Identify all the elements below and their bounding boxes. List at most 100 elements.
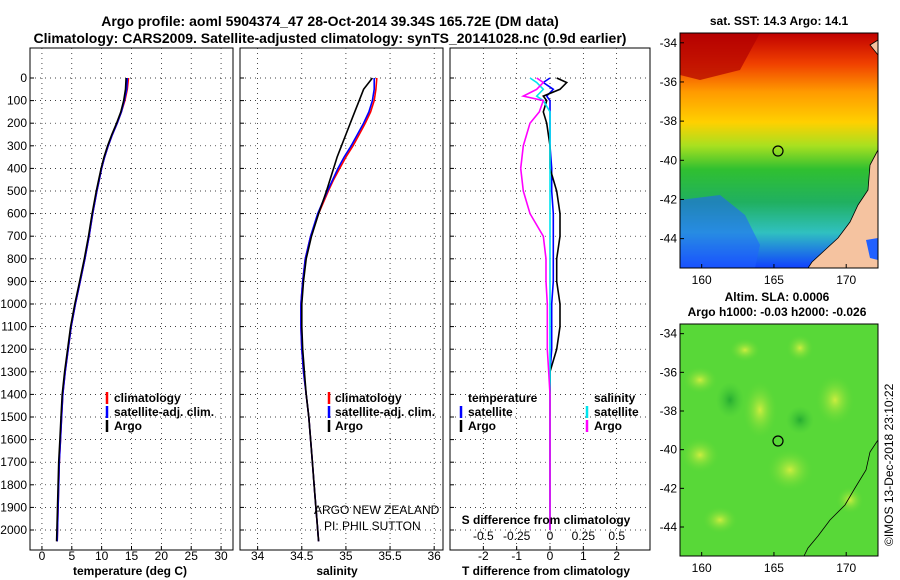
sla-argo-marker — [772, 435, 784, 447]
map-lon-label: 160 — [692, 273, 712, 287]
depth-tick-label: 900 — [7, 274, 27, 288]
sla-map-title1: Altim. SLA: 0.0006 — [725, 290, 830, 304]
x-tick-label: 0 — [547, 549, 554, 563]
x-tick-label: 25 — [185, 549, 199, 563]
depth-tick-label: 300 — [7, 139, 27, 153]
chart-title-line2: Climatology: CARS2009. Satellite-adjuste… — [33, 30, 627, 46]
map-lon-label: 170 — [836, 561, 856, 575]
s-diff-xlabel: S difference from climatology — [462, 513, 631, 527]
s-diff-tick-label: 0 — [547, 529, 554, 543]
map-lat-label: -44 — [660, 232, 678, 246]
legend-satellite-adj: satellite-adj. clim. — [114, 405, 214, 419]
x-tick-label: 2 — [613, 549, 620, 563]
depth-tick-label: 1100 — [1, 320, 27, 334]
sla-coastline — [803, 439, 879, 557]
legend-climatology: climatology — [114, 391, 181, 405]
map-lat-label: -34 — [660, 36, 678, 50]
legend-satellite-adj: satellite-adj. clim. — [335, 405, 435, 419]
x-tick-label: 34.5 — [290, 549, 314, 563]
depth-tick-label: 100 — [7, 94, 27, 108]
depth-tick-label: 1500 — [0, 410, 27, 424]
map-lat-label: -42 — [660, 192, 678, 206]
sst-warm-patch — [680, 33, 760, 80]
x-tick-label: 15 — [125, 549, 139, 563]
legend-salinity: salinity — [594, 391, 636, 405]
sla-blob — [682, 366, 718, 394]
map-lat-label: -36 — [660, 75, 678, 89]
sla-dark-blob — [716, 382, 744, 418]
sla-dark-blob — [786, 406, 814, 434]
map-lon-label: 165 — [764, 561, 784, 575]
s-diff-tick-label: -0.5 — [473, 529, 494, 543]
x-tick-label: 20 — [155, 549, 169, 563]
depth-tick-label: 800 — [7, 252, 27, 266]
x-tick-label: -1 — [511, 549, 522, 563]
depth-tick-label: 1600 — [0, 433, 27, 447]
depth-tick-label: 500 — [7, 184, 27, 198]
x-tick-label: 0 — [39, 549, 46, 563]
sla-blob — [702, 506, 738, 534]
depth-tick-label: 400 — [7, 161, 27, 175]
sla-blob — [815, 374, 855, 426]
temperature-xlabel: temperature (deg C) — [73, 564, 187, 578]
sla-blob — [729, 338, 761, 362]
salinity-panel — [239, 47, 444, 551]
legend-t-argo: Argo — [468, 419, 496, 433]
sla-map-frame — [679, 323, 879, 557]
x-tick-label: 30 — [214, 549, 228, 563]
map-lat-label: -44 — [660, 520, 678, 534]
s-diff-tick-label: 0.25 — [572, 529, 596, 543]
legend-argo: Argo — [114, 419, 142, 433]
x-tick-label: 36 — [427, 549, 441, 563]
x-tick-label: -2 — [478, 549, 489, 563]
map-lat-label: -38 — [660, 404, 678, 418]
salinity-xlabel: salinity — [316, 564, 358, 578]
sst-map — [679, 32, 879, 269]
x-tick-label: 35.5 — [378, 549, 402, 563]
legend-temperature: temperature — [468, 391, 538, 405]
depth-tick-label: 1000 — [0, 297, 27, 311]
depth-tick-label: 700 — [7, 229, 27, 243]
x-tick-label: 10 — [95, 549, 109, 563]
sla-blob — [680, 437, 720, 473]
depth-tick-label: 2000 — [0, 523, 27, 537]
s-diff-tick-label: -0.25 — [503, 529, 531, 543]
sla-blob — [766, 448, 814, 492]
imos-watermark: ©IMOS 13-Dec-2018 23:10:22 — [882, 383, 896, 546]
legend-t-satellite: satellite — [468, 405, 513, 419]
legend-s-argo: Argo — [594, 419, 622, 433]
depth-tick-label: 1900 — [0, 500, 27, 514]
series-argo — [55, 77, 127, 542]
sst-argo-marker — [772, 145, 784, 157]
depth-tick-label: 1800 — [0, 478, 27, 492]
credit-line2: PI: PHIL SUTTON — [324, 519, 421, 533]
sla-map — [679, 323, 879, 557]
depth-tick-label: 1300 — [0, 365, 27, 379]
legend-argo: Argo — [335, 419, 363, 433]
map-lon-label: 165 — [764, 273, 784, 287]
map-lat-label: -40 — [660, 443, 678, 457]
map-lat-label: -38 — [660, 114, 678, 128]
x-tick-label: 1 — [580, 549, 587, 563]
depth-tick-label: 1400 — [0, 387, 27, 401]
map-lon-label: 170 — [836, 273, 856, 287]
series-salinity-argo — [519, 77, 551, 530]
legend-climatology: climatology — [335, 391, 402, 405]
map-lat-label: -34 — [660, 327, 678, 341]
sst-map-title: sat. SST: 14.3 Argo: 14.1 — [710, 14, 849, 28]
series-argo — [300, 77, 374, 542]
depth-tick-label: 600 — [7, 207, 27, 221]
legend-s-satellite: satellite — [594, 405, 639, 419]
sla-blob — [742, 380, 778, 440]
sst-map-frame — [679, 32, 879, 269]
chart-title-line1: Argo profile: aoml 5904374_47 28-Oct-201… — [101, 13, 559, 29]
s-diff-tick-label: 0.5 — [608, 529, 625, 543]
sst-blue-corner — [866, 238, 878, 260]
depth-tick-label: 1200 — [0, 342, 27, 356]
map-lat-label: -42 — [660, 481, 678, 495]
credit-line1: ARGO NEW ZEALAND — [314, 503, 440, 517]
depth-tick-label: 200 — [7, 116, 27, 130]
depth-tick-label: 1700 — [0, 455, 27, 469]
x-tick-label: 35 — [339, 549, 353, 563]
